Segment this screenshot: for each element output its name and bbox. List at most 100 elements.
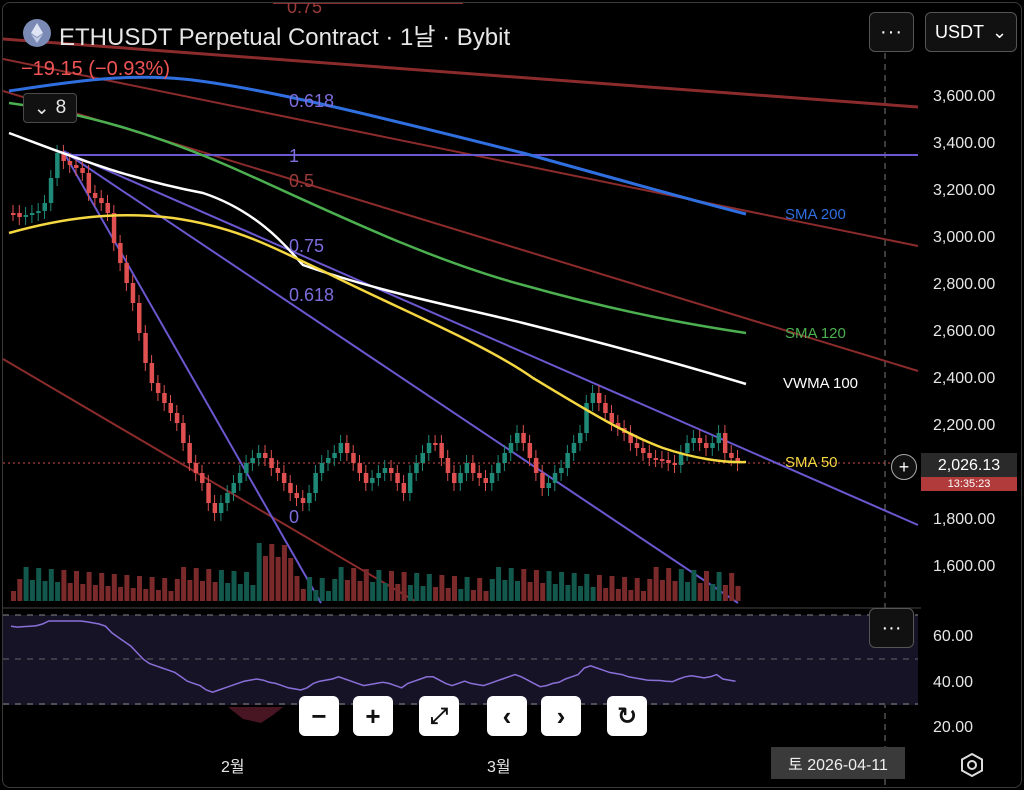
volume-bar (584, 574, 590, 601)
volume-bar (546, 571, 552, 601)
fit-screen-button[interactable]: ⤢ (419, 696, 459, 736)
volume-bar (659, 580, 665, 601)
volume-bar (168, 591, 174, 601)
indicator-toggle[interactable]: ⌄ 8 (23, 93, 77, 123)
volume-bar (174, 579, 180, 601)
candle-body (55, 153, 60, 178)
channel-line-top (3, 37, 919, 109)
volume-bar (641, 591, 646, 601)
candle-body (256, 453, 262, 458)
candle-body (269, 458, 274, 468)
volume-bar (552, 584, 558, 601)
scroll-right-button[interactable]: › (541, 696, 581, 736)
volume-bar (212, 582, 218, 601)
candle-body (578, 433, 583, 443)
candle-body (74, 165, 79, 168)
rsi-line (10, 620, 736, 693)
candle-body (382, 468, 388, 473)
sma120-label: SMA 120 (785, 325, 846, 342)
zoom-in-button[interactable]: + (353, 696, 393, 736)
volume-bar (420, 586, 426, 601)
more-options-button[interactable]: ··· (869, 12, 914, 52)
volume-bar (458, 589, 464, 601)
vwma100-label: VWMA 100 (783, 375, 859, 392)
candle-body (155, 383, 161, 393)
volume-bar (370, 582, 376, 601)
candle-body (426, 443, 432, 453)
volume-bar (678, 569, 684, 601)
channel-line-low (3, 358, 416, 602)
sma200-line (8, 75, 747, 216)
volume-bar (143, 589, 149, 601)
candle-body (319, 463, 325, 473)
candle-body (168, 403, 173, 413)
volume-bar (124, 575, 130, 601)
volume-bar (281, 545, 287, 601)
fib-label: 0.75 (289, 236, 325, 256)
volume-bar (99, 573, 105, 601)
volume-bar (615, 589, 621, 601)
candle-body (105, 203, 110, 213)
volume-bar (61, 570, 67, 601)
candle-body (489, 473, 495, 483)
rsi-options-button[interactable]: ··· (869, 608, 914, 648)
volume-bar (401, 572, 407, 601)
price-axis-label: 2,400.00 (933, 370, 996, 387)
candle-body (281, 473, 287, 483)
candle-body (181, 423, 186, 443)
candle-body (389, 468, 394, 473)
price-chart[interactable] (3, 3, 1021, 787)
candle-body (313, 473, 318, 493)
candle-body (691, 438, 696, 443)
candle-body (496, 463, 501, 473)
candle-body (300, 498, 306, 503)
volume-bar (508, 568, 514, 601)
volume-bar (609, 576, 615, 601)
currency-label: USDT (934, 21, 984, 42)
volume-bar (300, 589, 306, 601)
volume-bar (477, 578, 483, 601)
rsi-axis-label: 60.00 (933, 628, 974, 645)
volume-bar (389, 571, 394, 601)
candle-body (326, 458, 331, 463)
candle-body (80, 168, 85, 173)
volume-bar (326, 591, 331, 601)
volume-bar (376, 570, 382, 601)
settings-hexagon-icon[interactable] (958, 751, 986, 779)
candle-body (420, 453, 425, 463)
candle-body (124, 263, 129, 283)
candle-body (250, 458, 255, 463)
currency-select[interactable]: USDT ⌄ (925, 12, 1017, 52)
candle-body (710, 443, 715, 448)
volume-bar (149, 577, 155, 601)
candle-body (17, 213, 22, 217)
volume-bar (206, 569, 212, 601)
add-crosshair-icon[interactable]: + (891, 454, 917, 480)
rsi-axis-label: 20.00 (933, 719, 974, 736)
scroll-left-button[interactable]: ‹ (487, 696, 527, 736)
volume-bar (218, 570, 224, 601)
reset-chart-button[interactable]: ↻ (607, 696, 647, 736)
candle-body (735, 458, 740, 463)
candle-body (439, 443, 444, 458)
candle-body (99, 198, 104, 203)
volume-bar (86, 572, 92, 601)
volume-bar (48, 569, 54, 601)
volume-bar (470, 590, 476, 601)
candle-body (357, 463, 362, 473)
candle-body (521, 433, 526, 443)
volume-bar (42, 581, 48, 601)
volume-bar (193, 568, 199, 601)
volume-bar (187, 580, 193, 601)
candle-body (445, 458, 451, 473)
candle-body (704, 443, 709, 448)
candle-body (647, 453, 652, 458)
chevron-down-icon: ⌄ (33, 97, 50, 119)
zoom-out-button[interactable]: − (299, 696, 339, 736)
volume-bar (571, 573, 577, 601)
candle-body (533, 458, 539, 473)
candle-body (344, 443, 350, 453)
volume-bar (382, 583, 388, 601)
candle-body (187, 443, 192, 463)
